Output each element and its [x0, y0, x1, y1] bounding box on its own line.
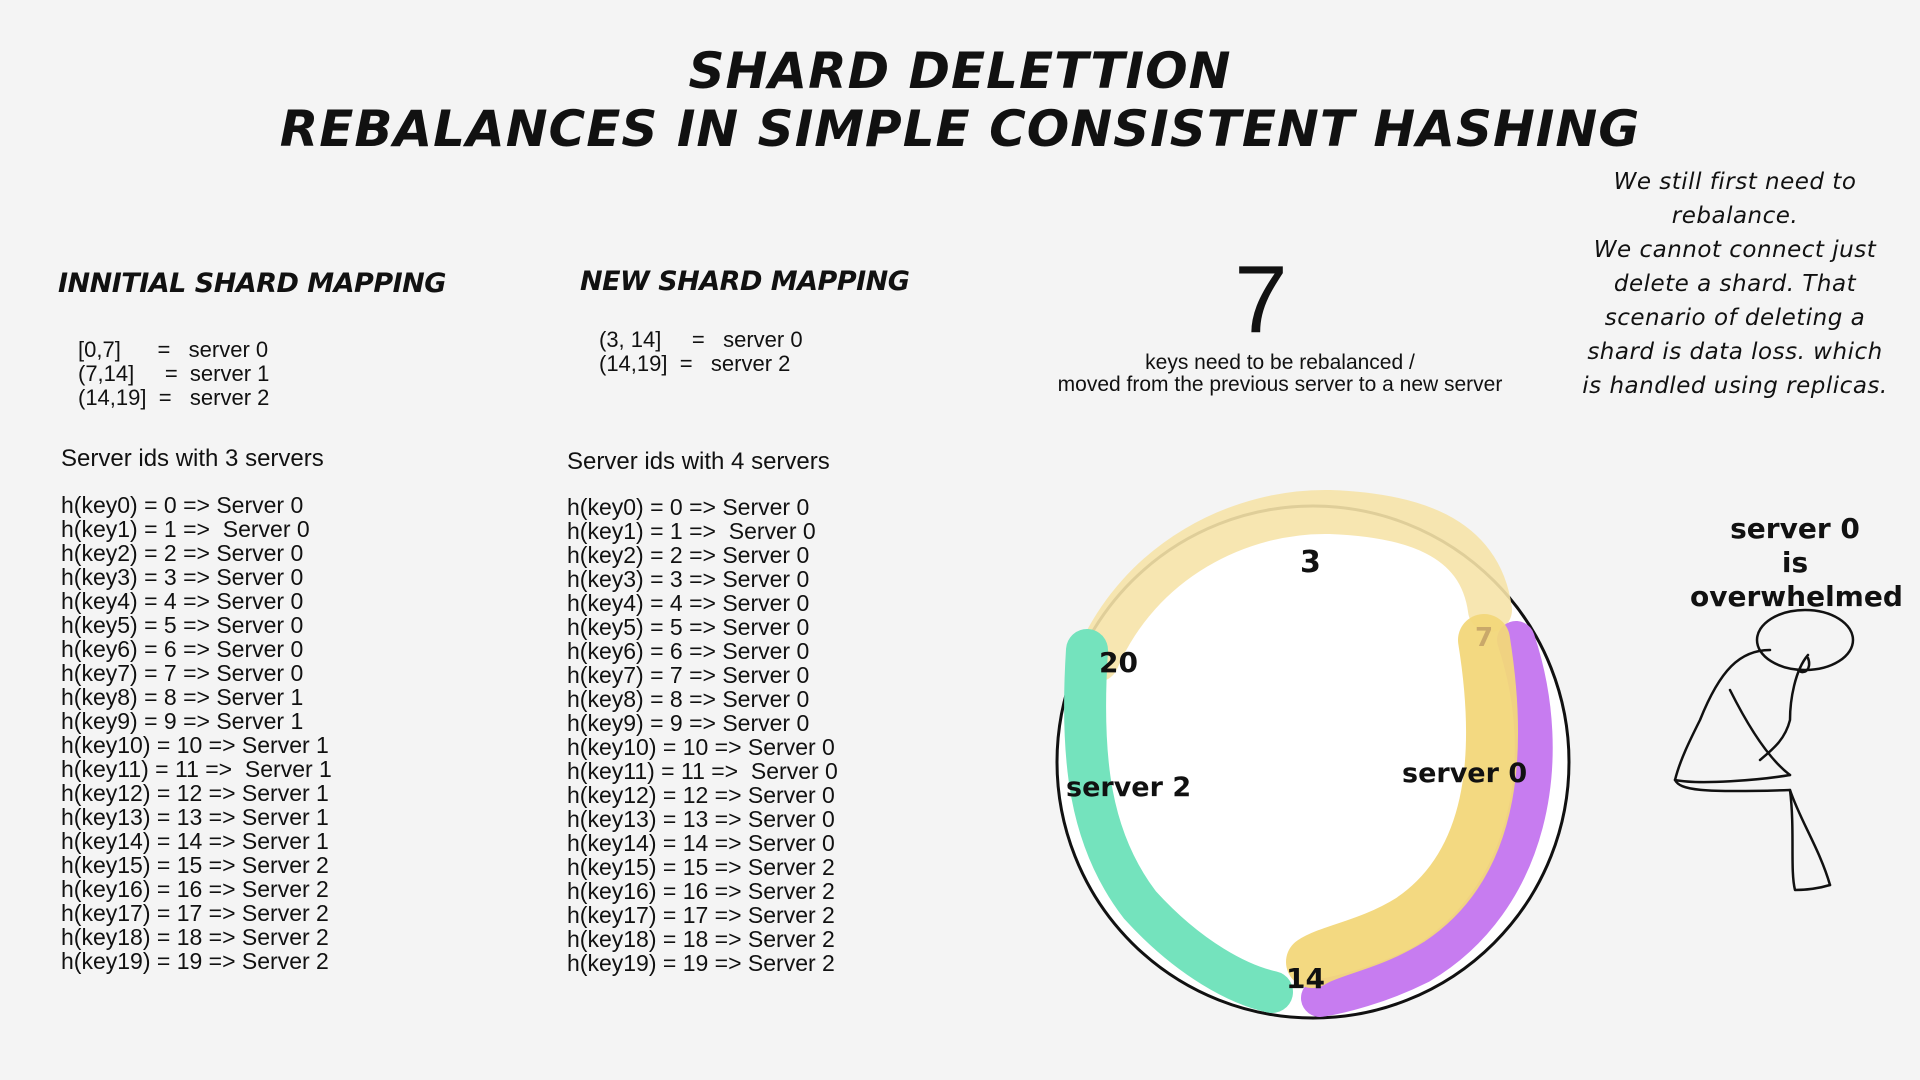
title-line-1: SHARD DELETTION [688, 42, 1232, 100]
note-line: shard is data loss. which [1587, 339, 1883, 365]
callout-line-1: server 0 [1730, 512, 1860, 545]
rebalance-caption-line-2: moved from the previous server to a new … [1057, 373, 1503, 396]
overwhelmed-callout: server 0 is overwhelmed [1690, 512, 1903, 614]
key-row: h(key18) = 18 => Server 2 [567, 926, 835, 952]
rebalance-caption-line-1: keys need to be rebalanced / [1145, 351, 1415, 374]
key-row: h(key19) = 19 => Server 2 [567, 950, 835, 976]
key-row: h(key11) = 11 => Server 0 [567, 758, 838, 784]
key-row: h(key13) = 13 => Server 0 [567, 806, 835, 832]
key-row: h(key15) = 15 => Server 2 [567, 854, 835, 880]
title-line-2: REBALANCES IN SIMPLE CONSISTENT HASHING [279, 100, 1641, 158]
key-row: h(key1) = 1 => Server 0 [567, 518, 816, 544]
note-line: is handled using replicas. [1582, 373, 1888, 399]
key-row: h(key9) = 9 => Server 1 [61, 708, 304, 734]
key-row: h(key11) = 11 => Server 1 [61, 756, 332, 782]
key-row: h(key13) = 13 => Server 1 [61, 804, 329, 830]
key-row: h(key15) = 15 => Server 2 [61, 852, 329, 878]
key-row: h(key10) = 10 => Server 1 [61, 732, 329, 758]
initial-mapping-row: (7,14] = server 1 [78, 361, 270, 386]
key-row: h(key14) = 14 => Server 0 [567, 830, 835, 856]
new-mapping-list: (3, 14] = server 0 (14,19] = server 2 [599, 328, 803, 376]
initial-mapping-heading: INNITIAL SHARD MAPPING [58, 268, 446, 299]
new-mapping-row: (3, 14] = server 0 [599, 327, 803, 352]
key-row: h(key0) = 0 => Server 0 [61, 492, 304, 518]
ring-arc-light-yellow [1075, 489, 1512, 682]
key-row: h(key9) = 9 => Server 0 [567, 710, 810, 736]
ring-label-20: 20 [1099, 646, 1138, 679]
key-row: h(key0) = 0 => Server 0 [567, 494, 810, 520]
key-row: h(key4) = 4 => Server 0 [61, 588, 304, 614]
new-mapping-heading: NEW SHARD MAPPING [580, 266, 910, 297]
rebalance-caption: keys need to be rebalanced / moved from … [1030, 352, 1530, 396]
new-mapping-row: (14,19] = server 2 [599, 351, 791, 376]
rebalance-count: 7 [1234, 246, 1288, 353]
key-row: h(key12) = 12 => Server 1 [61, 780, 329, 806]
key-row: h(key18) = 18 => Server 2 [61, 924, 329, 950]
ring-label-server-2: server 2 [1066, 772, 1191, 803]
initial-mapping-row: (14,19] = server 2 [78, 385, 270, 410]
ring-label-server-0: server 0 [1402, 758, 1527, 789]
initial-subheading: Server ids with 3 servers [61, 445, 324, 472]
ring-arc-yellow [1286, 614, 1519, 988]
ring-arc-green [1064, 629, 1293, 1013]
callout-line-3: overwhelmed [1690, 580, 1903, 613]
ring-arc-purple [1301, 621, 1553, 1017]
key-row: h(key14) = 14 => Server 1 [61, 828, 329, 854]
key-row: h(key2) = 2 => Server 0 [61, 540, 304, 566]
new-key-list: h(key0) = 0 => Server 0 h(key1) = 1 => S… [567, 495, 838, 975]
key-row: h(key12) = 12 => Server 0 [567, 782, 835, 808]
key-row: h(key5) = 5 => Server 0 [567, 614, 810, 640]
key-row: h(key17) = 17 => Server 2 [61, 900, 329, 926]
ring-label-7: 7 [1475, 623, 1493, 653]
key-row: h(key3) = 3 => Server 0 [61, 564, 304, 590]
note-line: We still first need to [1613, 169, 1857, 195]
key-row: h(key7) = 7 => Server 0 [61, 660, 304, 686]
replica-note: We still first need to rebalance. We can… [1565, 165, 1905, 403]
callout-line-2: is [1781, 546, 1809, 579]
key-row: h(key2) = 2 => Server 0 [567, 542, 810, 568]
key-row: h(key19) = 19 => Server 2 [61, 948, 329, 974]
key-row: h(key7) = 7 => Server 0 [567, 662, 810, 688]
ring-label-3: 3 [1300, 545, 1321, 580]
overwhelmed-person-icon [1673, 608, 1855, 892]
key-row: h(key3) = 3 => Server 0 [567, 566, 810, 592]
key-row: h(key4) = 4 => Server 0 [567, 590, 810, 616]
key-row: h(key6) = 6 => Server 0 [567, 638, 810, 664]
initial-mapping-list: [0,7] = server 0 (7,14] = server 1 (14,1… [78, 338, 269, 410]
key-row: h(key16) = 16 => Server 2 [61, 876, 329, 902]
key-row: h(key1) = 1 => Server 0 [61, 516, 310, 542]
key-row: h(key10) = 10 => Server 0 [567, 734, 835, 760]
key-row: h(key16) = 16 => Server 2 [567, 878, 835, 904]
note-line: scenario of deleting a [1604, 305, 1866, 331]
note-line: We cannot connect just [1593, 237, 1877, 263]
note-line: delete a shard. That [1613, 271, 1857, 297]
key-row: h(key6) = 6 => Server 0 [61, 636, 304, 662]
note-line: rebalance. [1671, 203, 1799, 229]
ring-label-14: 14 [1286, 962, 1325, 995]
initial-mapping-row: [0,7] = server 0 [78, 337, 269, 362]
key-row: h(key8) = 8 => Server 1 [61, 684, 304, 710]
initial-key-list: h(key0) = 0 => Server 0 h(key1) = 1 => S… [61, 493, 332, 973]
key-row: h(key17) = 17 => Server 2 [567, 902, 835, 928]
new-subheading: Server ids with 4 servers [567, 448, 830, 475]
key-row: h(key8) = 8 => Server 0 [567, 686, 810, 712]
key-row: h(key5) = 5 => Server 0 [61, 612, 304, 638]
page-title: SHARD DELETTION REBALANCES IN SIMPLE CON… [0, 42, 1920, 158]
